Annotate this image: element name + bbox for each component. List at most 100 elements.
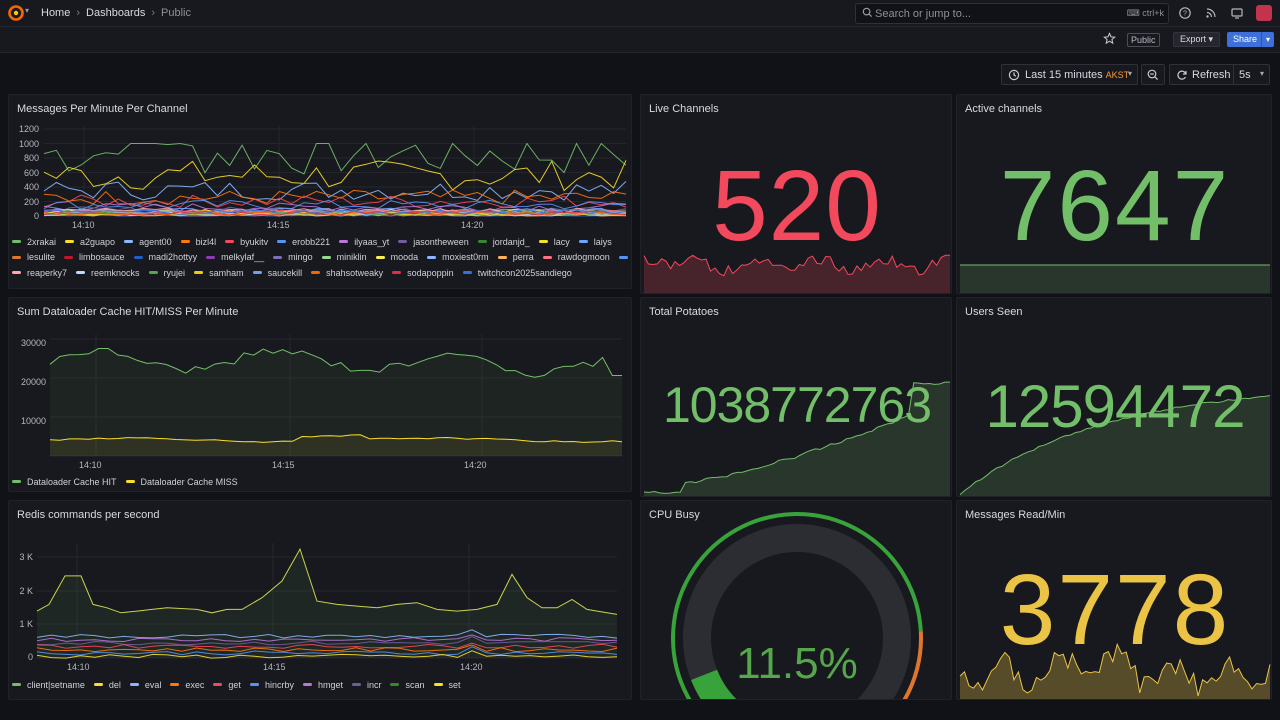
legend-item[interactable]: miniklin: [321, 252, 367, 262]
legend-item[interactable]: rayasianboy: [618, 252, 631, 262]
monitor-icon[interactable]: [1230, 6, 1244, 20]
legend-item[interactable]: jordanjd_: [477, 237, 530, 247]
series-area: [37, 549, 617, 658]
breadcrumb-public: Public: [161, 7, 191, 19]
legend-item[interactable]: shahsotweaky: [311, 268, 383, 278]
legend-item[interactable]: perra: [497, 252, 534, 263]
breadcrumb-home[interactable]: Home: [41, 7, 71, 19]
legend-item[interactable]: del: [93, 680, 121, 690]
legend-item[interactable]: sodapoppin: [392, 268, 454, 278]
legend-item[interactable]: set: [433, 679, 461, 690]
legend-item[interactable]: rawdogmoon: [542, 252, 610, 263]
legend-label: samham: [209, 267, 244, 278]
refresh-button[interactable]: Refresh: [1192, 69, 1231, 81]
redis-commands-chart[interactable]: [36, 543, 618, 659]
export-button[interactable]: Export ▾: [1173, 32, 1221, 47]
time-range-picker[interactable]: Last 15 minutes AKST ▾: [1001, 64, 1138, 85]
legend-label: set: [448, 679, 461, 690]
legend-item[interactable]: hincrby: [249, 680, 294, 690]
users-seen-sparkline: [959, 395, 1271, 496]
grafana-logo-icon[interactable]: [8, 5, 24, 21]
legend-item[interactable]: lesulite: [12, 252, 55, 262]
dataloader-chart[interactable]: [49, 334, 623, 457]
legend-item[interactable]: a2guapo: [65, 237, 115, 247]
legend-swatch: [462, 271, 472, 275]
legend-item[interactable]: agent00: [124, 237, 172, 247]
legend-item[interactable]: madi2hottyy: [133, 252, 197, 262]
legend-item[interactable]: get: [213, 680, 241, 690]
y-tick-label: 0: [33, 211, 39, 221]
legend-label: lacy: [553, 236, 570, 247]
legend-swatch: [321, 255, 331, 259]
legend-item[interactable]: byukitv: [225, 237, 268, 247]
legend-item[interactable]: mingo: [273, 252, 313, 262]
legend-swatch: [93, 683, 103, 687]
legend-item[interactable]: reaperky7: [12, 268, 67, 278]
search-input[interactable]: Search or jump to... ⌨ ctrl+k: [855, 3, 1169, 24]
legend-item[interactable]: mooda: [375, 252, 419, 263]
help-icon[interactable]: ?: [1178, 6, 1192, 20]
legend-item[interactable]: lacy: [538, 236, 570, 247]
legend-item[interactable]: laiys: [578, 237, 612, 247]
series-line: [49, 434, 623, 443]
legend-item[interactable]: Dataloader Cache MISS: [125, 477, 238, 487]
breadcrumb-dashboards[interactable]: Dashboards: [86, 7, 146, 19]
legend-label: hmget: [317, 679, 343, 690]
legend-swatch: [206, 255, 216, 259]
gauge-value-arc: [691, 669, 737, 699]
legend-item[interactable]: melkylaf__: [206, 252, 264, 262]
legend-item[interactable]: moxiest0rm: [427, 252, 489, 262]
dashboard-toolbar: Public Export ▾ Share ▾: [0, 27, 1280, 53]
legend-item[interactable]: limbosauce: [64, 252, 125, 262]
avatar[interactable]: [1256, 5, 1272, 21]
legend-label: mooda: [390, 252, 419, 263]
share-button[interactable]: Share: [1227, 32, 1264, 47]
series-line: [36, 547, 618, 615]
y-tick-label: 1000: [18, 138, 39, 149]
legend-item[interactable]: bizl4l: [180, 237, 216, 247]
zoom-out-button[interactable]: [1141, 64, 1165, 85]
legend-item[interactable]: hmget: [302, 679, 343, 690]
legend-swatch: [578, 240, 588, 244]
legend-label: perra: [512, 252, 534, 263]
legend-swatch: [311, 271, 321, 275]
legend-swatch: [427, 255, 437, 259]
legend-item[interactable]: samham: [194, 268, 244, 278]
keyboard-shortcut-hint: ⌨ ctrl+k: [1126, 8, 1164, 18]
messages-per-minute-chart[interactable]: [43, 126, 627, 218]
legend-item[interactable]: 2xrakai: [12, 237, 56, 247]
legend-item[interactable]: incr: [351, 680, 381, 690]
legend-item[interactable]: twitchcon2025sandiego: [462, 268, 572, 278]
legend-label: rawdogmoon: [557, 252, 610, 263]
y-tick-label: 0: [27, 652, 33, 662]
legend-label: ryujei: [163, 267, 186, 278]
legend-swatch: [64, 255, 74, 259]
share-options-chevron-icon[interactable]: ▾: [1261, 32, 1274, 47]
legend-item[interactable]: reemknocks: [76, 268, 140, 278]
rss-icon[interactable]: [1204, 6, 1218, 20]
legend-item[interactable]: scan: [390, 680, 425, 690]
chevron-down-icon[interactable]: ▾: [25, 6, 30, 15]
legend-item[interactable]: Dataloader Cache HIT: [12, 477, 117, 487]
legend-item[interactable]: eval: [129, 680, 161, 690]
refresh-icon: [1177, 70, 1187, 80]
legend-item[interactable]: ryujei: [148, 267, 186, 278]
chevron-down-icon: ▾: [1127, 69, 1132, 78]
series-line: [43, 209, 627, 216]
legend-item[interactable]: erobb221: [277, 237, 330, 247]
total-potatoes-sparkline: [643, 381, 950, 496]
legend-item[interactable]: ilyaas_yt: [339, 237, 389, 247]
active-channels-sparkline: [960, 264, 1270, 293]
panel-title: Sum Dataloader Cache HIT/MISS Per Minute: [17, 306, 239, 318]
live-channels-sparkline: [643, 254, 950, 293]
legend-item[interactable]: client|setname: [12, 680, 85, 690]
top-nav-bar: ▾ Home › Dashboards › Public Search or jump …: [0, 0, 1280, 27]
refresh-picker[interactable]: Refresh 5s ▾: [1169, 64, 1270, 85]
y-tick-label: 1 K: [19, 619, 33, 629]
star-icon[interactable]: [1103, 32, 1116, 45]
refresh-interval-select[interactable]: 5s: [1239, 69, 1251, 81]
panel-active-channels: Active channels 7647: [956, 94, 1272, 294]
legend-item[interactable]: jasontheween: [398, 237, 469, 247]
legend-item[interactable]: exec: [170, 680, 204, 690]
legend-item[interactable]: saucekill: [252, 268, 302, 278]
